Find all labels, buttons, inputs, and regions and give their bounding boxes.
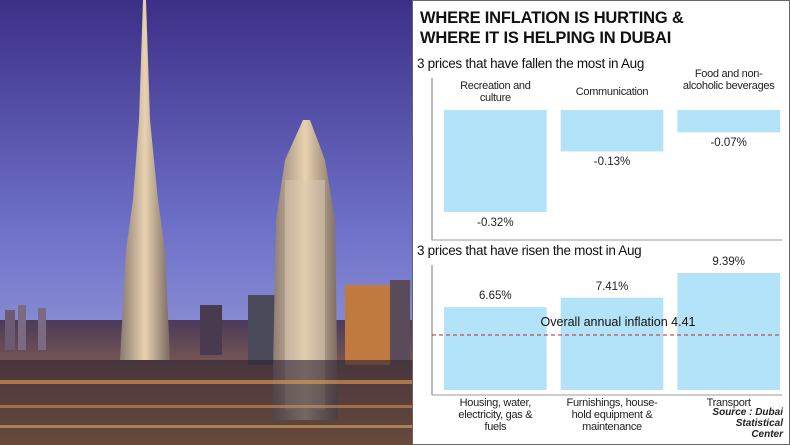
chart-title: 3 prices that have fallen the most in Au… (417, 56, 645, 71)
value-label: -0.13% (593, 156, 631, 169)
category-label: Transport (706, 397, 751, 409)
category-label: Food and non-alcoholic beverages (682, 68, 775, 92)
chart-title: 3 prices that have risen the most in Aug (417, 243, 642, 258)
value-label: 6.65% (479, 290, 512, 303)
category-label: Communication (575, 86, 649, 98)
title-line: WHERE IT IS HELPING IN DUBAI (420, 29, 672, 47)
value-label: -0.07% (710, 137, 747, 150)
category-label: Recreation and culture (460, 80, 531, 104)
value-label: 7.41% (595, 280, 629, 293)
value-label: 9.39% (712, 256, 745, 268)
city-photo (0, 0, 412, 445)
source: Source : Dubai Statistical Center (712, 407, 783, 440)
value-label: -0.32% (477, 217, 514, 230)
category-label: Housing, water, electricity, gas & fuels (458, 397, 533, 433)
category-label: Furnishings, house-hold equipment & main… (566, 397, 658, 433)
title-line: WHERE INFLATION IS HURTING & (420, 9, 684, 27)
